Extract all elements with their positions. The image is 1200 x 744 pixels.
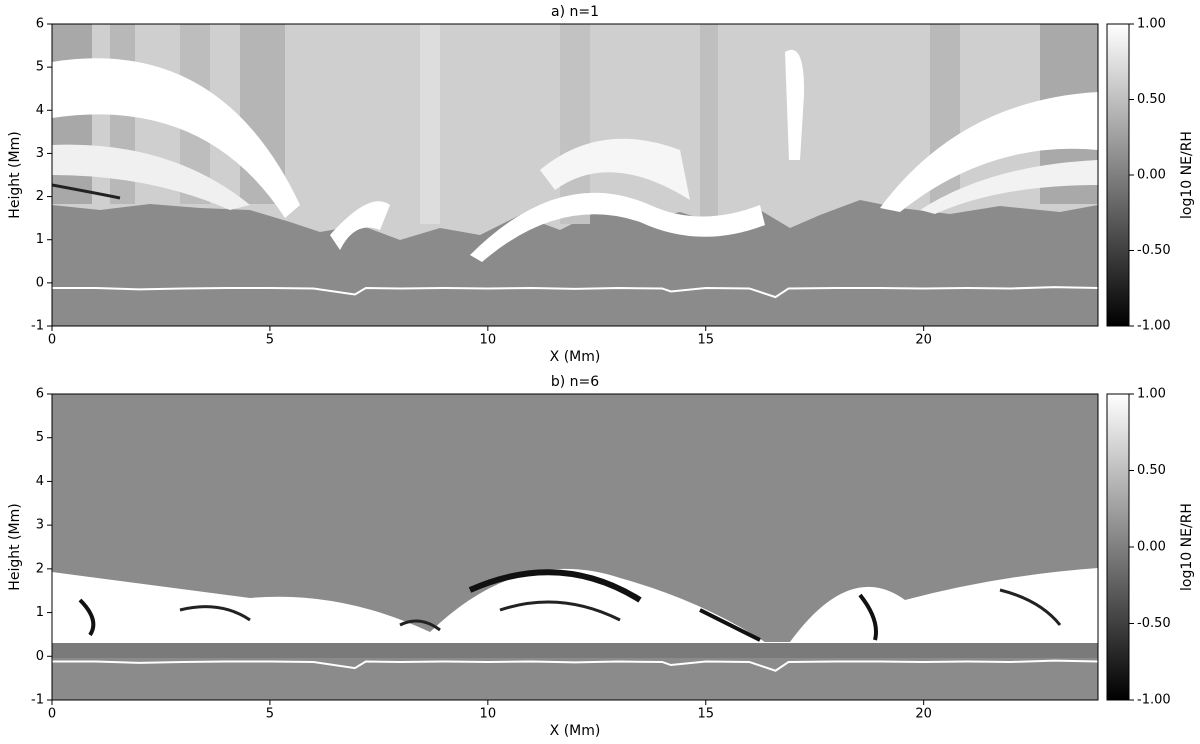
- y-tick-label: 5: [36, 60, 44, 75]
- colorbar-tick-label: -0.50: [1137, 243, 1171, 258]
- colorbar-tick-label: 0.50: [1137, 92, 1166, 107]
- x-axis-label: X (Mm): [550, 723, 601, 739]
- colorbar-tick-label: 0.50: [1137, 463, 1166, 478]
- x-tick-label: 15: [697, 333, 714, 348]
- y-tick-label: 4: [36, 474, 44, 489]
- y-tick-label: 3: [36, 146, 44, 161]
- axes-frame: [51, 393, 1099, 701]
- colorbar-tick-label: 0.00: [1137, 540, 1166, 555]
- y-tick-label: 6: [36, 17, 44, 32]
- contour-line: [52, 659, 1099, 672]
- colorbar: [1106, 393, 1130, 701]
- x-tick-label: 0: [48, 707, 56, 722]
- colorbar-tick-label: -1.00: [1137, 319, 1171, 334]
- y-tick-label: 2: [36, 561, 44, 576]
- y-tick-label: 3: [36, 518, 44, 533]
- y-tick-label: -1: [31, 319, 44, 334]
- colorbar-tick-label: -0.50: [1137, 616, 1171, 631]
- x-tick-label: 10: [480, 707, 497, 722]
- y-tick-label: 2: [36, 189, 44, 204]
- heatmap-b: [52, 394, 1098, 700]
- panel-title: a) n=1: [551, 4, 599, 20]
- x-tick-label: 20: [915, 707, 932, 722]
- colorbar-tick-label: -1.00: [1137, 693, 1171, 708]
- x-tick-label: 20: [915, 333, 932, 348]
- y-tick-label: 1: [36, 605, 44, 620]
- x-tick-label: 0: [48, 333, 56, 348]
- x-tick-label: 15: [697, 707, 714, 722]
- colorbar-tick-label: 1.00: [1137, 387, 1166, 402]
- colorbar-label: log10 NE/RH: [1179, 131, 1195, 219]
- y-tick-label: 6: [36, 387, 44, 402]
- y-tick-label: 5: [36, 430, 44, 445]
- y-axis-label: Height (Mm): [7, 131, 23, 218]
- colorbar-tick-label: 0.00: [1137, 168, 1166, 183]
- contour-line: [52, 286, 1099, 299]
- colorbar-label: log10 NE/RH: [1179, 503, 1195, 591]
- x-axis-label: X (Mm): [550, 349, 601, 365]
- x-tick-label: 10: [480, 333, 497, 348]
- y-tick-label: 0: [36, 649, 44, 664]
- y-tick-label: 4: [36, 103, 44, 118]
- colorbar: [1106, 23, 1130, 327]
- panel-title: b) n=6: [551, 374, 599, 390]
- axes-frame: [51, 23, 1099, 327]
- y-tick-label: -1: [31, 693, 44, 708]
- x-tick-label: 5: [266, 333, 274, 348]
- x-tick-label: 5: [266, 707, 274, 722]
- y-axis-label: Height (Mm): [7, 503, 23, 590]
- y-tick-label: 0: [36, 275, 44, 290]
- y-tick-label: 1: [36, 232, 44, 247]
- heatmap-a: [52, 24, 1098, 326]
- colorbar-tick-label: 1.00: [1137, 17, 1166, 32]
